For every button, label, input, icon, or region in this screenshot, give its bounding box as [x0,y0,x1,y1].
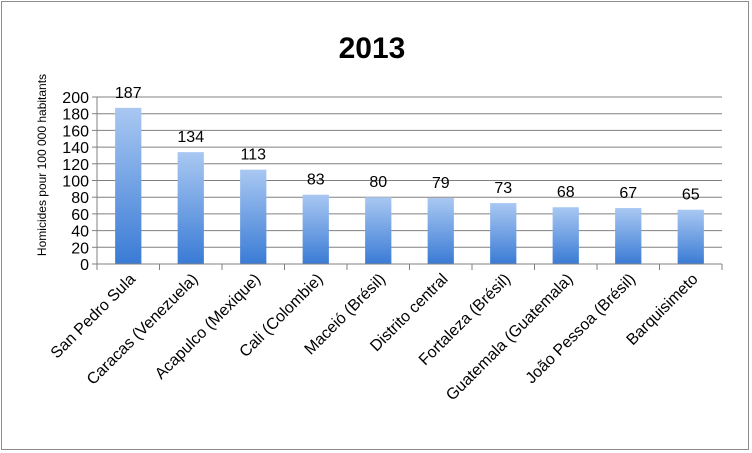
y-tick-label: 140 [62,140,89,157]
data-label: 134 [177,129,204,146]
x-category-label: Caracas (Venezuela) [84,271,202,389]
y-tick-label: 40 [71,224,89,241]
data-label: 80 [369,174,387,191]
bar [427,198,454,264]
bar [177,152,204,264]
bar [552,207,579,264]
data-label: 65 [682,187,700,204]
x-category-label: Guatemala (Guatemala) [443,271,576,404]
data-label: 73 [494,180,512,197]
y-tick-label: 200 [62,90,89,107]
bar [240,169,267,264]
data-label: 113 [240,147,266,164]
data-label: 187 [115,85,142,102]
y-tick-label: 180 [62,107,89,124]
y-tick-label: 20 [71,240,89,257]
bar [302,194,329,264]
bar [115,107,142,264]
y-tick-label: 100 [62,174,89,191]
x-category-label: Acapulco (Mexique) [152,271,264,383]
bar [490,203,517,264]
y-axis-label: Homicides pour 100 000 habitants [35,74,49,256]
x-category-label: João Pessoa (Brésil) [523,271,639,387]
bars: 187 134 113 83 80 79 73 68 67 65 [115,85,704,264]
y-tick-label: 120 [62,157,89,174]
y-tick-label: 60 [71,207,89,224]
data-label: 83 [307,172,325,189]
data-label: 67 [619,185,637,202]
bar [615,208,642,264]
chart-title: 2013 [339,32,406,65]
y-tick-label: 0 [80,257,89,274]
bar [365,197,392,264]
data-label: 79 [432,175,450,192]
y-tick-label: 80 [71,190,89,207]
bar [677,209,704,264]
data-label: 68 [557,184,575,201]
y-tick-label: 160 [62,123,89,140]
